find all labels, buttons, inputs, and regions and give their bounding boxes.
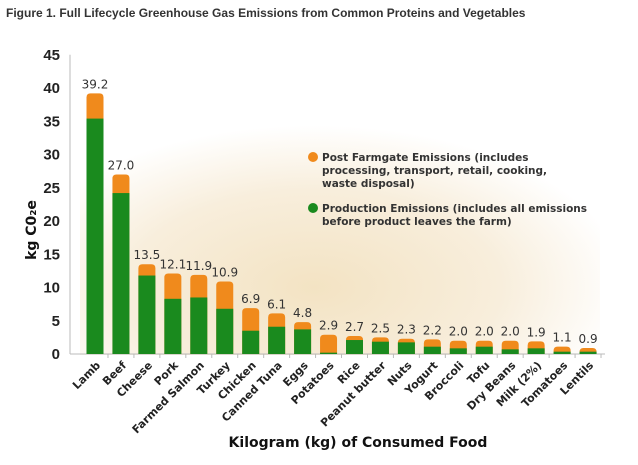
bar-production (320, 352, 338, 354)
y-tick-label: 45 (43, 47, 60, 64)
data-label: 4.8 (293, 306, 312, 320)
legend-text: Post Farmgate Emissions (includes (322, 152, 528, 164)
data-label: 2.5 (371, 321, 390, 335)
y-axis-label: kg C0₂e (24, 200, 40, 260)
x-axis-label: Kilogram (kg) of Consumed Food (229, 435, 488, 451)
data-label: 13.5 (134, 248, 161, 262)
bar-production (449, 348, 467, 354)
data-label: 2.2 (423, 323, 442, 337)
bar-production (346, 340, 363, 354)
data-label: 0.9 (579, 332, 598, 346)
y-tick-label: 30 (43, 147, 60, 164)
legend: Post Farmgate Emissions (includesprocess… (308, 152, 587, 228)
data-label: 2.0 (449, 325, 468, 339)
data-label: 6.1 (267, 297, 286, 311)
bar-production (371, 341, 389, 354)
bar-production (268, 326, 286, 354)
data-label: 1.1 (553, 331, 572, 345)
bar-production (527, 348, 545, 354)
data-label: 2.0 (475, 325, 494, 339)
data-label: 2.9 (319, 319, 338, 333)
bar-production (475, 346, 493, 354)
bar-production (216, 308, 234, 354)
data-label: 39.2 (82, 77, 109, 91)
y-tick-label: 5 (52, 313, 60, 330)
legend-text: waste disposal) (322, 178, 415, 190)
data-label: 6.9 (241, 292, 260, 306)
data-label: 2.0 (501, 325, 520, 339)
y-tick-label: 35 (43, 113, 60, 130)
data-label: 10.9 (211, 266, 238, 280)
legend-text: processing, transport, retail, cooking, (322, 165, 547, 177)
legend-marker-production (308, 203, 318, 213)
bar-production (423, 346, 441, 354)
y-tick-label: 20 (43, 213, 60, 230)
legend-text: before product leaves the farm) (322, 216, 512, 228)
bar-production (397, 342, 415, 354)
data-label: 12.1 (159, 258, 186, 272)
bar-production (112, 193, 130, 354)
y-tick-label: 15 (43, 246, 60, 263)
legend-text: Production Emissions (includes all emiss… (322, 203, 587, 215)
data-label: 11.9 (185, 259, 212, 273)
legend-marker-post-farmgate (308, 152, 318, 162)
bar-production (138, 275, 156, 354)
y-tick-label: 40 (43, 80, 60, 97)
bar-production (190, 297, 208, 354)
bar-production (164, 298, 182, 354)
chart-title: Figure 1. Full Lifecycle Greenhouse Gas … (6, 6, 526, 20)
y-tick-label: 0 (52, 346, 60, 363)
bar-production (553, 351, 571, 354)
bar-post-farmgate (320, 334, 338, 354)
y-tick-label: 25 (43, 180, 60, 197)
x-category-label: Lamb (70, 359, 103, 392)
y-tick-label: 10 (43, 280, 60, 297)
data-label: 1.9 (527, 325, 546, 339)
data-label: 27.0 (108, 158, 135, 172)
data-label: 2.7 (345, 320, 364, 334)
bar-production (579, 351, 597, 354)
bar-production (86, 118, 104, 354)
bar-production (242, 330, 260, 354)
bar-production (294, 329, 312, 354)
bar-production (501, 349, 519, 354)
data-label: 2.3 (397, 323, 416, 337)
